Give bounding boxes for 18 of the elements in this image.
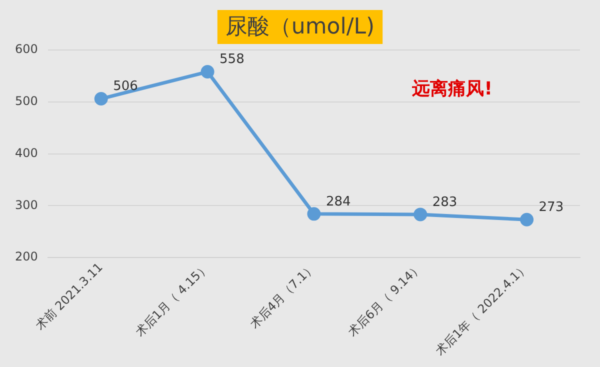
point (200, 65, 214, 79)
y-tick-label: 200 (15, 250, 38, 264)
point (520, 212, 534, 226)
x-tick-label: 术后4月（7.1） (247, 260, 318, 332)
annotation: 远离痛风! (411, 78, 492, 100)
y-tick-label: 300 (15, 198, 38, 212)
chart-title: 尿酸（umol/L) (225, 14, 375, 40)
data-label: 558 (220, 52, 244, 68)
y-tick-label: 500 (15, 94, 38, 108)
y-tick-label: 600 (15, 42, 38, 56)
point (94, 92, 108, 106)
point (414, 208, 428, 222)
point (307, 207, 321, 221)
data-label: 506 (113, 79, 138, 94)
data-label: 284 (326, 194, 351, 210)
y-tick-label: 400 (15, 146, 38, 160)
data-label: 283 (432, 194, 458, 210)
data-label: 273 (538, 200, 564, 216)
